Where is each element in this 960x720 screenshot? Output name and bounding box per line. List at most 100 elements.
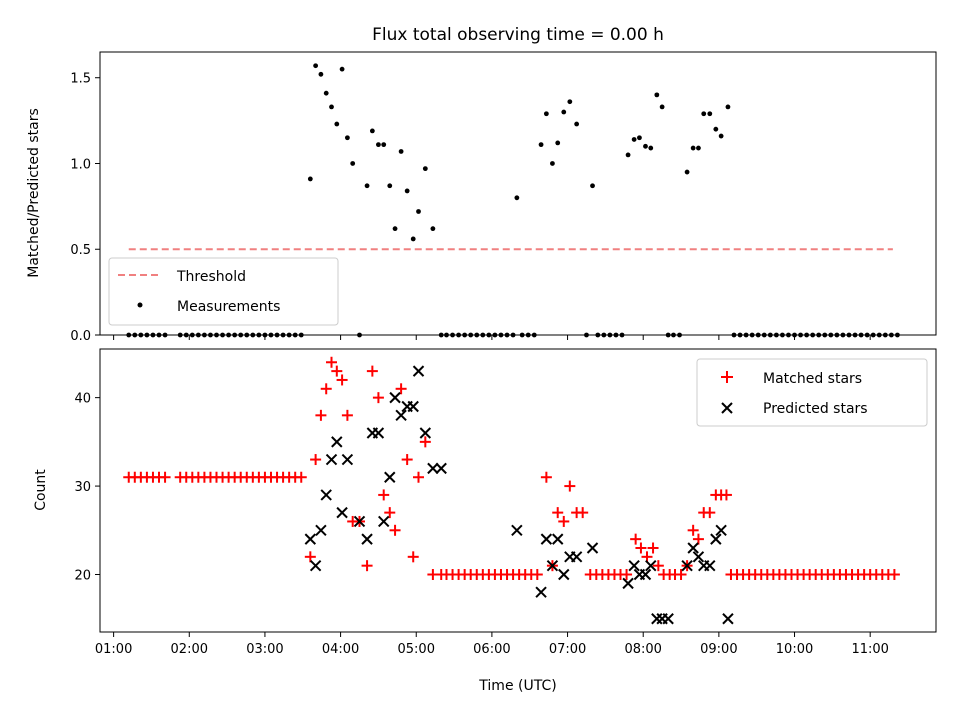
predicted-point xyxy=(558,568,570,581)
matched-point xyxy=(366,365,378,377)
top-legend: Threshold Measurements xyxy=(108,257,339,326)
matched-point xyxy=(401,454,413,466)
predicted-point xyxy=(622,577,634,590)
bottom-xtick-label: 04:00 xyxy=(322,642,359,657)
measurement-point xyxy=(643,143,648,149)
top-ytick-label: 0.5 xyxy=(70,243,91,258)
top-panel-frame xyxy=(99,51,937,336)
predicted-point xyxy=(315,524,327,537)
bottom-panel: 20 30 40 01:00 02:00 03:00 04:00 05:00 06:00 07:0… xyxy=(33,348,937,694)
measurement-point xyxy=(323,90,329,96)
matched-point xyxy=(378,489,390,501)
legend-predicted-swatch xyxy=(721,402,733,414)
legend-matched-label: Matched stars xyxy=(763,371,862,387)
measurement-point xyxy=(334,121,340,127)
measurement-point xyxy=(707,111,713,117)
matched-point xyxy=(531,569,543,581)
bottom-xtick-label: 08:00 xyxy=(624,642,661,657)
matched-point xyxy=(577,507,589,519)
bottom-xtick-label: 11:00 xyxy=(851,642,888,657)
predicted-point xyxy=(341,453,354,466)
matched-point xyxy=(341,409,353,421)
measurement-point xyxy=(550,161,555,166)
bottom-legend-box xyxy=(696,358,928,427)
predicted-point xyxy=(389,391,401,404)
predicted-point xyxy=(407,400,419,413)
measurement-point xyxy=(318,71,324,77)
predicted-point xyxy=(540,533,553,545)
matched-point xyxy=(558,515,570,527)
top-ylabel: Matched/Predicted stars xyxy=(26,108,42,278)
legend-measurements-swatch xyxy=(137,302,143,308)
matched-point xyxy=(361,560,373,572)
legend-threshold-label: Threshold xyxy=(176,269,246,285)
matched-point xyxy=(704,507,716,519)
predicted-point xyxy=(710,533,722,545)
top-ytick-label: 0.0 xyxy=(70,329,91,344)
measurement-point xyxy=(430,226,436,232)
measurement-point xyxy=(631,137,637,142)
predicted-point xyxy=(645,559,657,572)
matched-point xyxy=(552,507,564,519)
matched-point xyxy=(720,489,732,501)
matched-point xyxy=(384,507,396,519)
measurement-point xyxy=(718,133,724,139)
predicted-point xyxy=(304,533,317,545)
predicted-point xyxy=(552,533,564,545)
bottom-marks xyxy=(123,356,900,625)
matched-point xyxy=(540,471,552,483)
matched-point xyxy=(320,383,332,395)
bottom-ylabel: Count xyxy=(33,469,49,511)
predicted-point xyxy=(361,533,373,545)
measurement-point xyxy=(654,92,660,98)
measurement-point xyxy=(625,152,631,158)
bottom-xtick-label: 07:00 xyxy=(549,642,586,657)
matched-point xyxy=(888,569,900,581)
predicted-point xyxy=(662,613,674,625)
measurement-point xyxy=(684,169,690,175)
measurement-point xyxy=(637,135,642,141)
predicted-point xyxy=(395,409,407,422)
predicted-point xyxy=(570,551,583,563)
measurement-point xyxy=(561,109,567,115)
measurement-point xyxy=(410,236,416,242)
predicted-point xyxy=(384,471,396,483)
legend-measurements-label: Measurements xyxy=(177,299,280,315)
matched-point xyxy=(389,524,401,536)
predicted-point xyxy=(704,559,716,572)
predicted-point xyxy=(427,462,439,475)
predicted-point xyxy=(692,551,705,563)
measurement-point xyxy=(648,145,654,151)
predicted-point xyxy=(535,586,547,598)
top-ytick-label: 1.5 xyxy=(70,72,91,87)
matched-point xyxy=(315,409,327,421)
predicted-point xyxy=(722,613,734,625)
measurement-point xyxy=(350,161,356,166)
matched-point xyxy=(621,569,633,581)
measurement-point xyxy=(713,126,719,132)
bottom-ytick-label: 20 xyxy=(74,569,91,584)
bottom-ytick-label: 30 xyxy=(74,480,91,495)
matched-point xyxy=(331,365,343,377)
matched-point xyxy=(652,560,664,572)
top-axes: 0.0 0.5 1.0 1.5 xyxy=(70,72,871,344)
matched-point xyxy=(419,436,431,448)
measurement-point xyxy=(404,188,410,194)
top-legend-box xyxy=(108,257,339,326)
measurement-point xyxy=(590,183,595,189)
bottom-xtick-label: 02:00 xyxy=(171,642,208,657)
matched-point xyxy=(564,480,576,492)
matched-point xyxy=(687,524,699,536)
measurement-point xyxy=(574,121,580,127)
measurement-point xyxy=(690,145,696,151)
predicted-point xyxy=(628,559,640,572)
measurement-point xyxy=(659,104,665,110)
matched-point xyxy=(635,542,647,554)
measurement-point xyxy=(701,111,707,117)
predicted-point xyxy=(309,559,322,572)
measurement-point xyxy=(398,149,404,154)
legend-predicted-label: Predicted stars xyxy=(763,401,868,417)
bottom-xtick-label: 06:00 xyxy=(473,642,510,657)
bottom-xtick-label: 09:00 xyxy=(700,642,737,657)
matched-point xyxy=(413,471,425,483)
